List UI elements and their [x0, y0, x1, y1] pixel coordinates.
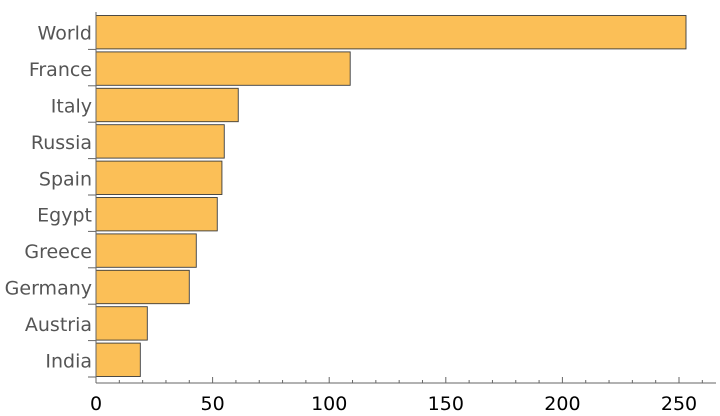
bar-india — [95, 342, 141, 377]
category-label: Germany — [5, 278, 92, 300]
bars-group — [95, 15, 687, 377]
x-tick-label: 250 — [661, 393, 697, 415]
x-tick-label: 200 — [544, 393, 580, 415]
category-label: Italy — [51, 96, 92, 118]
bar-egypt — [95, 197, 218, 232]
category-label: Austria — [25, 314, 92, 336]
category-labels: World France Italy Russia Spain Egypt Greece Ge… — [5, 23, 92, 373]
bar-greece — [95, 233, 197, 268]
bar-france — [95, 51, 351, 86]
x-axis-ticks: 0 50 100 150 200 250 — [90, 377, 703, 415]
bar-spain — [95, 160, 223, 195]
category-label: Egypt — [37, 205, 92, 227]
x-tick-label: 100 — [311, 393, 347, 415]
bar-italy — [95, 87, 239, 123]
x-tick-label: 150 — [428, 393, 464, 415]
category-label: Spain — [39, 168, 92, 190]
bar-russia — [95, 124, 225, 159]
bar-world — [95, 15, 687, 50]
category-label: Greece — [24, 241, 92, 263]
category-label: France — [29, 59, 92, 81]
category-label: India — [45, 350, 92, 372]
bar-austria — [95, 306, 148, 341]
x-tick-label: 0 — [90, 393, 102, 415]
axes — [88, 12, 716, 384]
category-label: Russia — [31, 132, 92, 154]
bar-germany — [95, 269, 190, 305]
category-label: World — [38, 23, 92, 45]
x-tick-label: 50 — [201, 393, 225, 415]
